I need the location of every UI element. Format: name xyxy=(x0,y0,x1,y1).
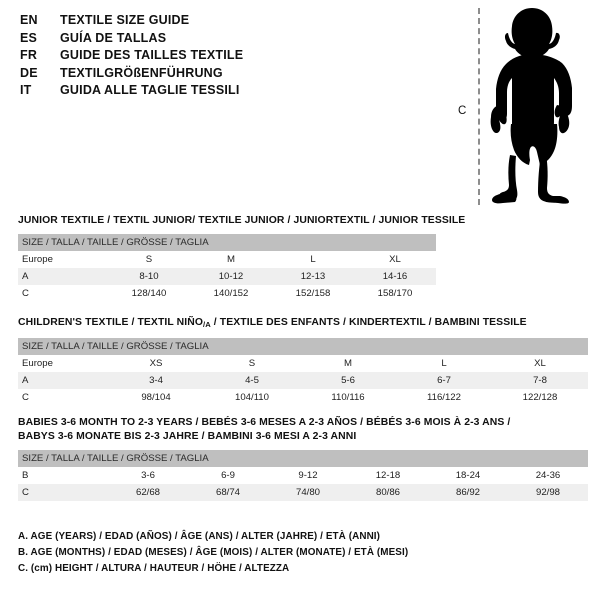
language-code-de: DE xyxy=(20,65,38,80)
cell: 10-12 xyxy=(190,268,272,285)
table-row: C 98/104 104/110 110/116 116/122 122/128 xyxy=(18,389,588,406)
table-row: Europe XS S M L XL xyxy=(18,355,588,372)
cell: 6-7 xyxy=(396,372,492,389)
cell: 92/98 xyxy=(508,484,588,501)
cell: 74/80 xyxy=(268,484,348,501)
cell: 7-8 xyxy=(492,372,588,389)
language-title-block: EN TEXTILE SIZE GUIDE ES GUÍA DE TALLAS … xyxy=(20,13,420,101)
language-code-es: ES xyxy=(20,30,38,45)
section-title-babies-line2: BABYS 3-6 MONATE BIS 2-3 JAHRE / BAMBINI… xyxy=(18,431,357,442)
table-row: A 8-10 10-12 12-13 14-16 xyxy=(18,268,436,285)
table-junior-sizes: SIZE / TALLA / TAILLE / GRÖSSE / TAGLIA … xyxy=(18,234,436,302)
cell: 68/74 xyxy=(188,484,268,501)
row-label: Europe xyxy=(18,251,108,268)
section-junior-textile: JUNIOR TEXTILE / TEXTIL JUNIOR/ TEXTILE … xyxy=(18,214,465,302)
legend-line-a: A. AGE (YEARS) / EDAD (AÑOS) / ÂGE (ANS)… xyxy=(18,531,381,542)
band-label-junior: SIZE / TALLA / TAILLE / GRÖSSE / TAGLIA xyxy=(18,234,436,251)
cell: 4-5 xyxy=(204,372,300,389)
cell: 14-16 xyxy=(354,268,436,285)
cell: S xyxy=(204,355,300,372)
cell: L xyxy=(396,355,492,372)
section-title-junior: JUNIOR TEXTILE / TEXTIL JUNIOR/ TEXTILE … xyxy=(18,215,466,226)
cell: 9-12 xyxy=(268,467,348,484)
cell: 122/128 xyxy=(492,389,588,406)
row-label: A xyxy=(18,268,108,285)
cell: 12-13 xyxy=(272,268,354,285)
section-title-children-before: CHILDREN'S TEXTILE / TEXTIL NIÑO xyxy=(18,317,204,328)
legend-line-c: C. (cm) HEIGHT / ALTURA / HAUTEUR / HÖHE… xyxy=(18,563,290,574)
language-title-en: TEXTILE SIZE GUIDE xyxy=(60,13,190,27)
section-babies-textile: BABIES 3-6 MONTH TO 2-3 YEARS / BEBÉS 3-… xyxy=(18,416,588,501)
section-title-babies: BABIES 3-6 MONTH TO 2-3 YEARS / BEBÉS 3-… xyxy=(18,416,588,444)
cell: M xyxy=(190,251,272,268)
language-title-de: TEXTILGRÖßENFÜHRUNG xyxy=(60,65,223,80)
table-band-row-babies: SIZE / TALLA / TAILLE / GRÖSSE / TAGLIA xyxy=(18,450,588,467)
band-label-babies: SIZE / TALLA / TAILLE / GRÖSSE / TAGLIA xyxy=(18,450,588,467)
cell: 98/104 xyxy=(108,389,204,406)
table-children-sizes: SIZE / TALLA / TAILLE / GRÖSSE / TAGLIA … xyxy=(18,338,588,406)
language-title-es: GUÍA DE TALLAS xyxy=(60,30,167,45)
cell: L xyxy=(272,251,354,268)
table-row: Europe S M L XL xyxy=(18,251,436,268)
height-marker-label: C xyxy=(458,105,467,117)
table-row: A 3-4 4-5 5-6 6-7 7-8 xyxy=(18,372,588,389)
cell: 86/92 xyxy=(428,484,508,501)
cell: XS xyxy=(108,355,204,372)
cell: 3-6 xyxy=(108,467,188,484)
cell: S xyxy=(108,251,190,268)
table-row: C 128/140 140/152 152/158 158/170 xyxy=(18,285,436,302)
language-row-it: IT GUIDA ALLE TAGLIE TESSILI xyxy=(20,83,420,101)
height-dashed-line xyxy=(478,8,480,205)
row-label: Europe xyxy=(18,355,108,372)
cell: 62/68 xyxy=(108,484,188,501)
cell: 128/140 xyxy=(108,285,190,302)
cell: 158/170 xyxy=(354,285,436,302)
legend-block: A. AGE (YEARS) / EDAD (AÑOS) / ÂGE (ANS)… xyxy=(18,529,408,577)
cell: 24-36 xyxy=(508,467,588,484)
row-label: C xyxy=(18,285,108,302)
cell: M xyxy=(300,355,396,372)
language-code-en: EN xyxy=(20,13,38,27)
legend-line-b: B. AGE (MONTHS) / EDAD (MESES) / ÂGE (MO… xyxy=(18,547,409,558)
cell: 140/152 xyxy=(190,285,272,302)
language-row-es: ES GUÍA DE TALLAS xyxy=(20,31,420,49)
section-title-children: CHILDREN'S TEXTILE / TEXTIL NIÑO/A / TEX… xyxy=(18,316,588,332)
cell: XL xyxy=(492,355,588,372)
section-title-children-sub: /A xyxy=(203,320,211,329)
table-band-row-junior: SIZE / TALLA / TAILLE / GRÖSSE / TAGLIA xyxy=(18,234,436,251)
table-babies-sizes: SIZE / TALLA / TAILLE / GRÖSSE / TAGLIA … xyxy=(18,450,588,501)
row-label: B xyxy=(18,467,108,484)
cell: 8-10 xyxy=(108,268,190,285)
section-title-babies-line1: BABIES 3-6 MONTH TO 2-3 YEARS / BEBÉS 3-… xyxy=(18,417,511,428)
cell: 116/122 xyxy=(396,389,492,406)
language-title-it: GUIDA ALLE TAGLIE TESSILI xyxy=(60,83,240,97)
cell: 3-4 xyxy=(108,372,204,389)
section-childrens-textile: CHILDREN'S TEXTILE / TEXTIL NIÑO/A / TEX… xyxy=(18,316,588,406)
toddler-silhouette-icon xyxy=(490,8,572,204)
cell: 6-9 xyxy=(188,467,268,484)
cell: 12-18 xyxy=(348,467,428,484)
cell: 18-24 xyxy=(428,467,508,484)
language-code-it: IT xyxy=(20,83,32,97)
cell: XL xyxy=(354,251,436,268)
language-code-fr: FR xyxy=(20,48,38,62)
table-row: C 62/68 68/74 74/80 80/86 86/92 92/98 xyxy=(18,484,588,501)
language-title-fr: GUIDE DES TAILLES TEXTILE xyxy=(60,48,244,62)
language-row-fr: FR GUIDE DES TAILLES TEXTILE xyxy=(20,48,420,66)
height-reference-figure: C xyxy=(450,0,600,215)
band-label-children: SIZE / TALLA / TAILLE / GRÖSSE / TAGLIA xyxy=(18,338,588,355)
row-label: A xyxy=(18,372,108,389)
cell: 80/86 xyxy=(348,484,428,501)
cell: 110/116 xyxy=(300,389,396,406)
language-row-de: DE TEXTILGRÖßENFÜHRUNG xyxy=(20,66,420,84)
cell: 152/158 xyxy=(272,285,354,302)
row-label: C xyxy=(18,389,108,406)
table-band-row-children: SIZE / TALLA / TAILLE / GRÖSSE / TAGLIA xyxy=(18,338,588,355)
cell: 5-6 xyxy=(300,372,396,389)
language-row-en: EN TEXTILE SIZE GUIDE xyxy=(20,13,420,31)
row-label: C xyxy=(18,484,108,501)
cell: 104/110 xyxy=(204,389,300,406)
table-row: B 3-6 6-9 9-12 12-18 18-24 24-36 xyxy=(18,467,588,484)
section-title-children-after: / TEXTILE DES ENFANTS / KINDERTEXTIL / B… xyxy=(210,317,527,328)
